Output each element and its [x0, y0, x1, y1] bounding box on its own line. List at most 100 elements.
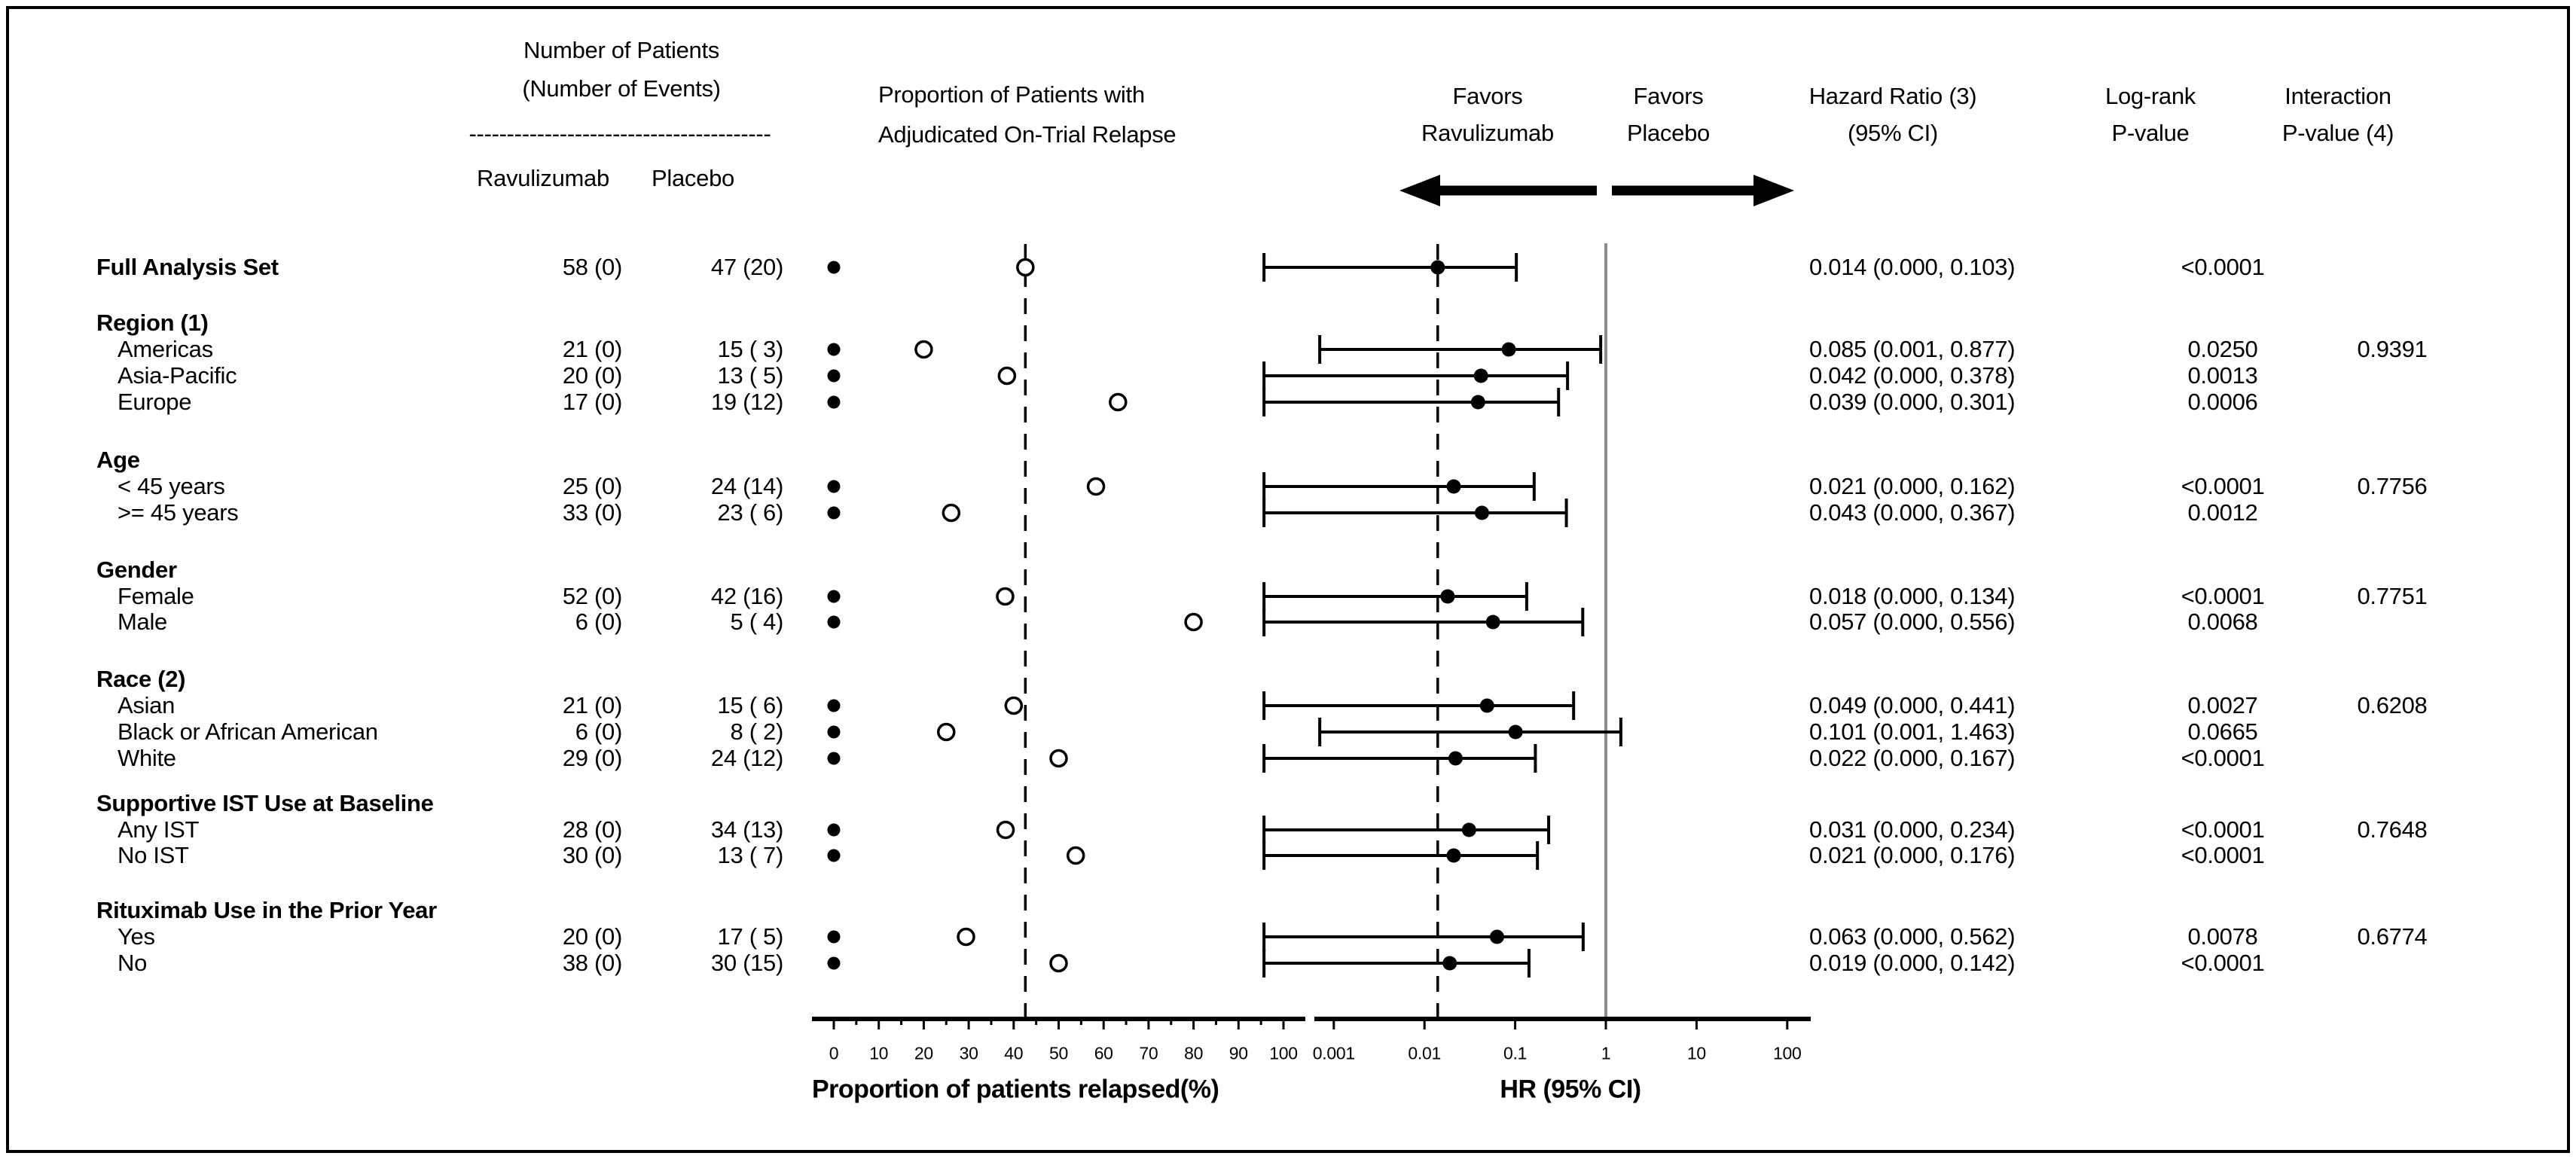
- row-label: Europe: [118, 388, 192, 415]
- logrank-p-value: 0.0068: [2187, 608, 2258, 635]
- proportion-header-line2: Adjudicated On-Trial Relapse: [878, 120, 1177, 148]
- hr-ci-text: 0.022 (0.000, 0.167): [1809, 744, 2016, 771]
- group-header-label: Region (1): [96, 309, 209, 336]
- favors-placebo-header-line2: Placebo: [1627, 119, 1710, 146]
- row-label: < 45 years: [118, 472, 225, 499]
- hr-tick-label: 1: [1601, 1043, 1611, 1063]
- rav-dot: [827, 343, 841, 356]
- hr-ci-text: 0.049 (0.000, 0.441): [1809, 691, 2016, 718]
- hr-point: [1474, 505, 1489, 520]
- hr-point: [1448, 751, 1463, 766]
- hr-tick-label: 0.1: [1503, 1043, 1528, 1063]
- pbo-circle: [1184, 612, 1203, 632]
- pbo-count: 8 ( 2): [730, 718, 783, 745]
- prop-tick-label: 90: [1228, 1043, 1248, 1063]
- group-header-label: Supportive IST Use at Baseline: [96, 789, 434, 816]
- hr-point: [1470, 395, 1485, 410]
- group-header-label: Age: [96, 446, 140, 473]
- rav-count: 17 (0): [562, 388, 622, 415]
- hr-ci-text: 0.021 (0.000, 0.162): [1809, 472, 2016, 499]
- interaction-p-value: 0.9391: [2357, 335, 2428, 362]
- rav-count: 6 (0): [575, 718, 623, 745]
- prop-tick-label: 50: [1049, 1043, 1068, 1063]
- logrank-p-value: <0.0001: [2181, 582, 2265, 609]
- rav-dot: [827, 615, 841, 629]
- pbo-count: 42 (16): [710, 582, 783, 609]
- interaction-p-value: 0.7756: [2357, 472, 2428, 499]
- rav-dot: [827, 506, 841, 520]
- rav-dot: [827, 590, 841, 603]
- pbo-circle: [1049, 749, 1068, 768]
- hr-ci-text: 0.063 (0.000, 0.562): [1809, 923, 2016, 950]
- pbo-count: 13 ( 7): [717, 841, 784, 868]
- hr-point: [1489, 929, 1504, 944]
- pbo-circle: [1004, 696, 1024, 715]
- row-label: Americas: [118, 335, 213, 362]
- pbo-count: 47 (20): [710, 253, 783, 280]
- pbo-circle: [1016, 258, 1035, 277]
- pbo-circle: [942, 503, 961, 523]
- logrank-p-value: <0.0001: [2181, 744, 2265, 771]
- interaction-p-value: 0.6774: [2357, 923, 2428, 950]
- hr-ci-text: 0.043 (0.000, 0.367): [1809, 499, 2016, 526]
- prop-tick-label: 80: [1184, 1043, 1204, 1063]
- hr-tick-label: 100: [1773, 1043, 1802, 1063]
- pbo-count: 23 ( 6): [717, 499, 784, 526]
- rav-dot: [827, 480, 841, 493]
- interaction-p-value: 0.6208: [2357, 691, 2428, 718]
- pbo-circle: [1109, 392, 1128, 412]
- prop-tick-label: 30: [959, 1043, 978, 1063]
- proportion-axis-title: Proportion of patients relapsed(%): [812, 1075, 1219, 1104]
- hr-ci-text: 0.042 (0.000, 0.378): [1809, 361, 2016, 389]
- logrank-p-value: 0.0013: [2187, 361, 2258, 389]
- rav-count: 38 (0): [562, 949, 622, 976]
- rav-dot: [827, 849, 841, 862]
- prop-tick-label: 40: [1004, 1043, 1024, 1063]
- rav-count: 25 (0): [562, 472, 622, 499]
- rav-count: 52 (0): [562, 582, 622, 609]
- interaction-p-value: 0.7648: [2357, 816, 2428, 843]
- rav-count: 21 (0): [562, 691, 622, 718]
- pbo-count: 30 (15): [710, 949, 783, 976]
- hr-tick-label: 0.001: [1312, 1043, 1355, 1063]
- rav-count: 20 (0): [562, 923, 622, 950]
- row-label: White: [118, 744, 176, 771]
- logrank-p-value: <0.0001: [2181, 841, 2265, 868]
- pbo-circle: [937, 722, 956, 742]
- rav-count: 30 (0): [562, 841, 622, 868]
- hr-point: [1430, 260, 1445, 275]
- logrank-p-value: <0.0001: [2181, 949, 2265, 976]
- interaction-header-line2: P-value (4): [2281, 119, 2394, 146]
- pbo-count: 24 (12): [710, 744, 783, 771]
- rav-dot: [827, 699, 841, 712]
- logrank-p-value: 0.0078: [2187, 923, 2258, 950]
- prop-tick-label: 60: [1094, 1043, 1113, 1063]
- pbo-count: 13 ( 5): [717, 361, 784, 389]
- row-label: Asia-Pacific: [118, 361, 237, 389]
- favors-ravulizumab-header-line1: Favors: [1452, 82, 1523, 109]
- interaction-p-value: 0.7751: [2357, 582, 2428, 609]
- logrank-p-value: <0.0001: [2181, 816, 2265, 843]
- rav-dot: [827, 395, 841, 409]
- rav-count: 6 (0): [575, 608, 623, 635]
- hazard-ratio-header-line2: (95% CI): [1848, 119, 1938, 146]
- rav-count: 58 (0): [562, 253, 622, 280]
- hr-ci-text: 0.018 (0.000, 0.134): [1809, 582, 2016, 609]
- logrank-p-value: 0.0665: [2187, 718, 2258, 745]
- hazard-ratio-header-line1: Hazard Ratio (3): [1808, 82, 1977, 109]
- row-label: No IST: [118, 841, 189, 868]
- figure-border: [6, 6, 2570, 1153]
- hr-ci-text: 0.039 (0.000, 0.301): [1809, 388, 2016, 415]
- rav-dot: [827, 261, 841, 274]
- hr-point: [1508, 724, 1523, 740]
- row-label: Full Analysis Set: [96, 253, 279, 280]
- prop-tick-label: 20: [914, 1043, 933, 1063]
- hr-tick-label: 0.01: [1408, 1043, 1441, 1063]
- hr-point: [1479, 698, 1494, 713]
- pbo-count: 15 ( 3): [717, 335, 784, 362]
- pbo-count: 17 ( 5): [717, 923, 784, 950]
- column-header-ravulizumab: Ravulizumab: [477, 164, 609, 191]
- rav-count: 28 (0): [562, 816, 622, 843]
- group-header-label: Race (2): [96, 665, 186, 692]
